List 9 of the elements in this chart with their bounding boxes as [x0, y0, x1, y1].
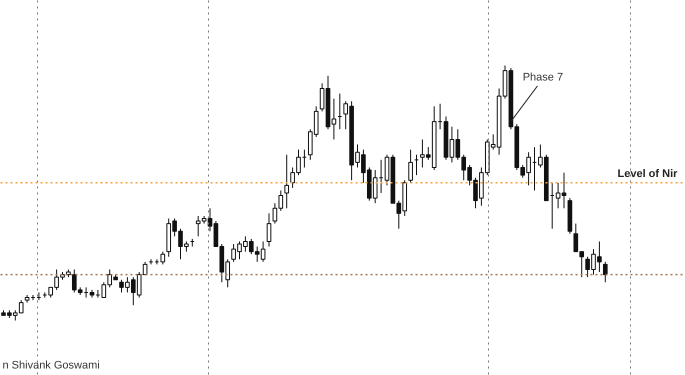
candlestick — [266, 212, 272, 248]
annotation: Phase 7 — [522, 71, 564, 84]
candlestick — [160, 251, 166, 265]
candlestick — [284, 154, 290, 209]
ref-line-label: Level of Nir — [618, 168, 678, 180]
candlestick — [408, 149, 413, 184]
candlestick — [602, 261, 608, 283]
candlestick — [142, 261, 148, 276]
text: n Shivank Goswami — [2, 360, 100, 372]
